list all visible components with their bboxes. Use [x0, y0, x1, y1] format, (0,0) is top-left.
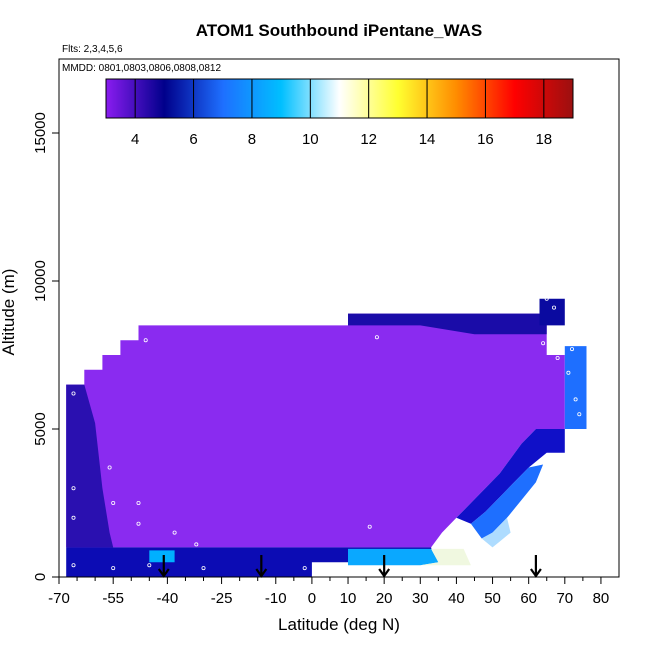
sample-point — [201, 566, 206, 571]
sample-point — [544, 296, 549, 301]
latitude-arrow — [530, 555, 542, 578]
y-tick-label: 5000 — [32, 412, 49, 445]
x-tick-label: 60 — [520, 590, 537, 607]
x-axis-label: Latitude (deg N) — [278, 615, 400, 634]
heat-region-bottom-cyan-band — [149, 550, 175, 563]
sample-point — [566, 370, 571, 375]
sample-point — [541, 341, 546, 346]
x-tick-label: 50 — [484, 590, 501, 607]
y-axis-label: Altitude (m) — [0, 269, 18, 356]
sample-point — [71, 391, 76, 396]
colorbar-tick-label: 6 — [189, 131, 197, 148]
colorbar: 4 6 8 10 12 14 16 18 — [105, 78, 574, 148]
latitude-arrow — [378, 555, 391, 578]
x-tick-label: 40 — [448, 590, 465, 607]
sample-point — [172, 530, 177, 535]
heat-region-cream-tip — [420, 548, 471, 566]
heat-region-right-edge-cells — [564, 346, 587, 429]
chart-title: ATOM1 Southbound iPentane_WAS — [196, 21, 483, 40]
x-tick-label: -70 — [48, 590, 70, 607]
colorbar-tick-label: 8 — [248, 131, 256, 148]
colorbar-tick-label: 10 — [302, 131, 319, 148]
x-tick-label: -40 — [157, 590, 179, 607]
colorbar-gradient — [105, 78, 574, 119]
colorbar-tick-label: 4 — [131, 131, 139, 148]
sample-point — [194, 542, 199, 547]
heat-region-right-gradient-3 — [481, 517, 511, 548]
x-tick-label: -10 — [265, 590, 287, 607]
x-tick-label: 80 — [593, 590, 610, 607]
sample-point — [71, 486, 76, 491]
heat-region-mid-cyan-band — [348, 548, 439, 566]
heat-region-right-gradient-1 — [456, 429, 565, 524]
latitude-arrow — [157, 555, 170, 578]
sample-point — [570, 347, 575, 352]
x-tick-label: 10 — [340, 590, 357, 607]
x-tick-label: -25 — [211, 590, 233, 607]
sample-point — [147, 563, 152, 568]
heat-region-upper-right-band — [348, 313, 547, 335]
x-tick-label: 0 — [308, 590, 316, 607]
flights-note: Flts: 2,3,4,5,6 — [62, 44, 123, 55]
sample-point — [552, 305, 557, 310]
heat-region-main-field — [66, 313, 565, 548]
sample-point — [111, 566, 116, 571]
sample-point — [71, 515, 76, 520]
sample-point — [573, 397, 578, 402]
colorbar-tick-label: 12 — [360, 131, 377, 148]
colorbar-tick-label: 14 — [419, 131, 436, 148]
dates-note: MMDD: 0801,0803,0806,0808,0812 — [62, 63, 221, 74]
heat-region-left-edge-band — [66, 384, 114, 548]
sample-point — [136, 521, 141, 526]
y-tick-label: 15000 — [32, 112, 49, 154]
y-tick-label: 10000 — [32, 260, 49, 302]
heat-region-right-gradient-2 — [470, 464, 544, 539]
sample-point — [111, 500, 116, 505]
plot-area — [66, 296, 587, 578]
colorbar-tick-label: 16 — [477, 131, 494, 148]
y-tick-label: 0 — [32, 573, 49, 581]
sample-point — [367, 524, 372, 529]
sample-point — [374, 335, 379, 340]
sample-point — [136, 500, 141, 505]
heat-region-upper-right-cell — [539, 298, 565, 326]
x-tick-label: -55 — [102, 590, 124, 607]
axes: -70 -55 -40 -25 -10 0 10 20 30 40 50 60 70 80 0 5000 100… — [32, 58, 620, 607]
sample-point — [302, 566, 307, 571]
x-tick-label: 70 — [556, 590, 573, 607]
colorbar-tick-label: 18 — [535, 131, 552, 148]
x-tick-label: 20 — [376, 590, 393, 607]
x-tick-label: 30 — [412, 590, 429, 607]
sample-point — [107, 465, 112, 470]
sample-point — [577, 412, 582, 417]
plot-frame — [58, 58, 620, 578]
latitude-arrow — [255, 555, 268, 578]
sample-point — [143, 338, 148, 343]
sample-point — [555, 355, 560, 360]
sample-point — [71, 563, 76, 568]
